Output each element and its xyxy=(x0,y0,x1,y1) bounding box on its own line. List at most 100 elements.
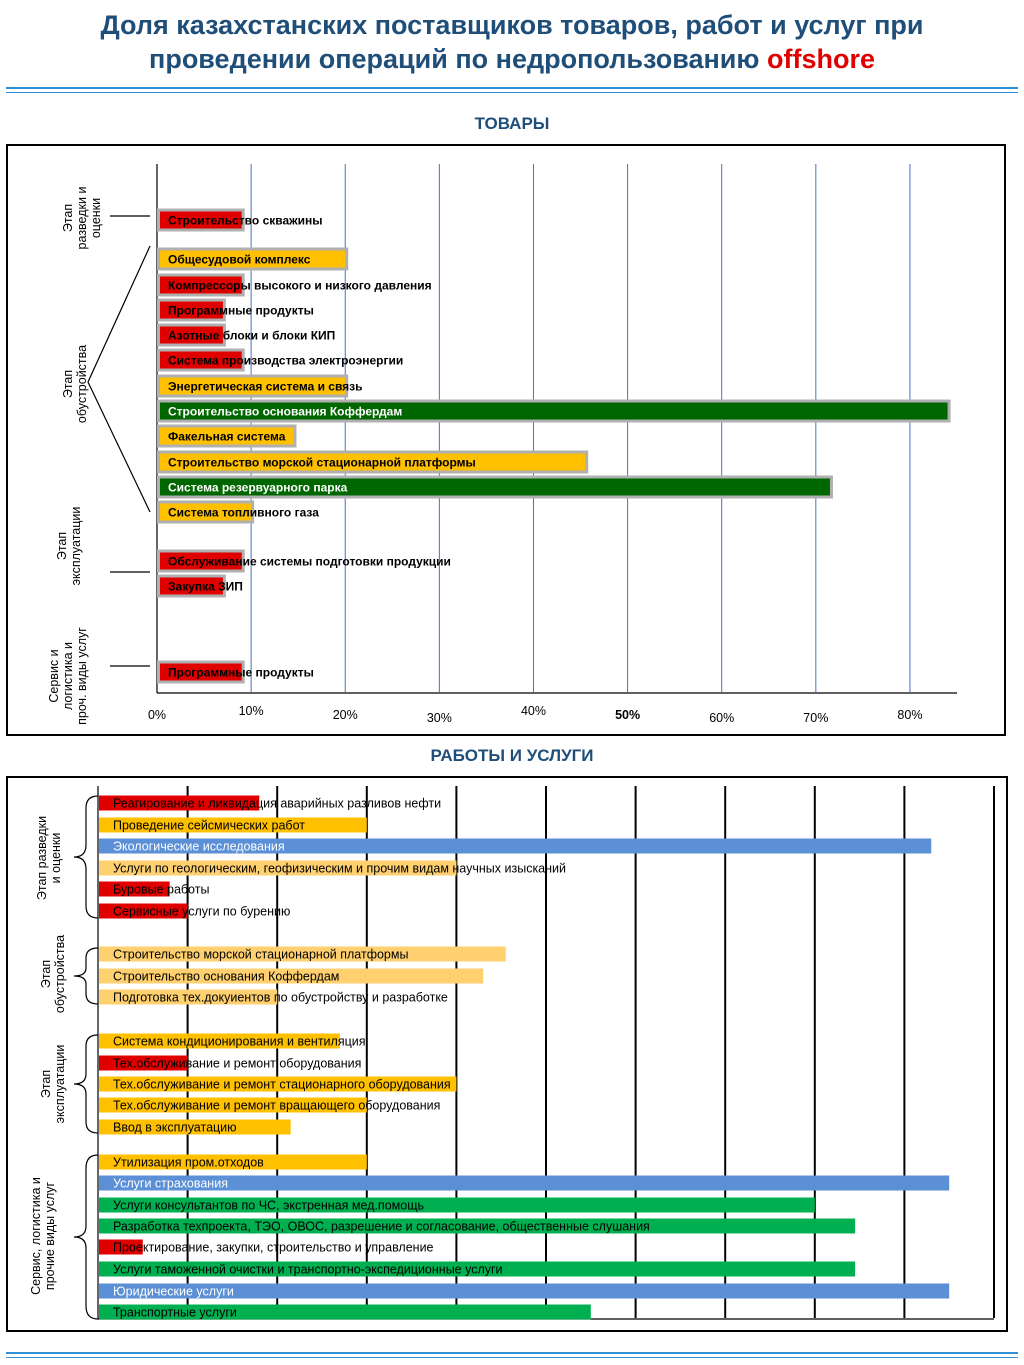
group-label-line: и оценки xyxy=(49,833,63,884)
bar xyxy=(99,946,506,962)
bar xyxy=(99,1175,950,1191)
bar-label: Энергетическая система и связь xyxy=(168,380,363,394)
header-rule-thin xyxy=(6,92,1018,93)
bar xyxy=(160,301,223,319)
bar-label: Реагирование и ликвидация аварийных разл… xyxy=(113,797,441,811)
bar xyxy=(160,427,294,445)
bar-label: Юридические услуги xyxy=(113,1285,234,1299)
x-tick-label: 50% xyxy=(615,708,640,722)
bar xyxy=(99,1097,367,1113)
bar-label: Услуги таможенной очистки и транспортно-… xyxy=(113,1263,503,1277)
group-label-line: логистика и xyxy=(61,642,75,710)
x-tick-label: 40% xyxy=(521,704,546,718)
bar-label: Буровые работы xyxy=(113,883,209,897)
group-bracket xyxy=(73,947,99,1005)
bar-label: Разработка техпроекта, ТЭО, ОВОС, разреш… xyxy=(113,1220,650,1234)
bar-label: Общесудовой комплекс xyxy=(168,253,311,267)
group-label-line: обустройства xyxy=(53,935,67,1013)
bar xyxy=(160,577,223,595)
bar-label: Ввод в эксплуатацию xyxy=(113,1121,237,1135)
bar-label: Тех.обслуживание и ремонт стационарного … xyxy=(113,1078,451,1092)
bar xyxy=(160,552,242,570)
title-line-1: Доля казахстанских поставщиков товаров, … xyxy=(100,10,924,40)
bar xyxy=(160,276,242,294)
bar-label: Утилизация пром.отходов xyxy=(113,1156,264,1170)
group-label: Этапобустройства xyxy=(61,345,89,423)
bar-label: Проектирование, закупки, строительство и… xyxy=(113,1241,434,1255)
group-label-line: Сервис, логистика и xyxy=(29,1177,43,1295)
bar xyxy=(160,503,252,521)
bar xyxy=(99,1283,950,1299)
bar xyxy=(99,881,170,897)
bar xyxy=(160,211,242,229)
x-tick-label: 10% xyxy=(239,704,264,718)
group-label-line: Этап xyxy=(61,370,75,398)
group-label-line: Этап xyxy=(55,532,69,560)
x-tick-label: 70% xyxy=(713,1329,738,1330)
group-bracket xyxy=(87,245,151,513)
bar-label: Тех.обслуживание и ремонт вращающего обо… xyxy=(113,1099,440,1113)
footer-rule-thin xyxy=(6,1357,1018,1358)
bar xyxy=(99,903,188,919)
group-label-line: эксплуатации xyxy=(69,507,83,586)
bar xyxy=(160,351,242,369)
x-tick-label: 30% xyxy=(354,1329,379,1330)
bar-label: Транспортные услуги xyxy=(113,1306,237,1320)
x-tick-label: 0% xyxy=(148,708,166,722)
group-label: Сервис илогистика ипроч. виды услуг xyxy=(47,627,89,725)
group-label-line: Этап xyxy=(39,1070,53,1098)
bar-label: Строительство скважины xyxy=(168,214,323,228)
bar-label: Система резервуарного парка xyxy=(168,481,348,495)
bar xyxy=(99,817,367,833)
bar-label: Тех.обслуживание и ремонт оборудования xyxy=(113,1057,361,1071)
group-label: Этап разведкии оценки xyxy=(35,816,63,900)
bar-label: Услуги страхования xyxy=(113,1177,228,1191)
page-title: Доля казахстанских поставщиков товаров, … xyxy=(0,8,1024,76)
bar-label: Проведение сейсмических работ xyxy=(113,819,305,833)
x-tick-label: 100% xyxy=(978,1329,1006,1330)
group-label-line: разведки и xyxy=(75,187,89,250)
bar xyxy=(99,989,278,1005)
bar xyxy=(99,1055,188,1071)
bar-label: Услуги по геологическим, геофизическим и… xyxy=(113,862,566,876)
bar-label: Программные продукты xyxy=(168,666,314,680)
bar xyxy=(99,1119,291,1135)
bar xyxy=(99,838,932,854)
group-label-line: проч. виды услуг xyxy=(75,627,89,725)
bar xyxy=(99,1076,457,1092)
bar xyxy=(99,795,260,811)
group-label-line: Сервис и xyxy=(47,649,61,702)
bar-label: Компрессоры высокого и низкого давления xyxy=(168,279,432,293)
bar xyxy=(99,1261,856,1277)
group-label-line: обустройства xyxy=(75,345,89,423)
works-chart-panel: 0%10%20%30%40%50%60%70%80%90%100%Реагиро… xyxy=(6,776,1008,1332)
bar xyxy=(160,453,586,471)
bar xyxy=(99,1033,340,1049)
x-tick-label: 0% xyxy=(89,1329,107,1330)
bar xyxy=(160,663,242,681)
header-rule-thick xyxy=(6,87,1018,89)
group-label: Этапразведки иоценки xyxy=(61,187,103,250)
bar xyxy=(99,1154,367,1170)
bar xyxy=(160,250,346,268)
bar-label: Сервисные услуги по бурению xyxy=(113,905,290,919)
bar-label: Строительство морской стационарной платф… xyxy=(113,948,408,962)
bar-label: Система топливного газа xyxy=(168,506,319,520)
group-bracket xyxy=(73,795,99,919)
x-tick-label: 10% xyxy=(175,1329,200,1330)
group-label: Этапэксплуатации xyxy=(55,507,83,586)
group-label-line: Этап xyxy=(61,204,75,232)
x-tick-label: 60% xyxy=(623,1329,648,1330)
bar-label: Строительство основания Коффердам xyxy=(168,405,402,419)
title-line-2-text: проведении операций по недропользованию xyxy=(149,44,760,74)
footer-rule-thick xyxy=(6,1352,1018,1354)
bar-label: Азотные блоки и блоки КИП xyxy=(168,329,335,343)
x-tick-label: 50% xyxy=(533,1329,558,1330)
x-tick-label: 20% xyxy=(265,1329,290,1330)
group-label-line: Этап разведки xyxy=(35,816,49,900)
group-label-line: прочие виды услуг xyxy=(43,1181,57,1290)
bar xyxy=(160,478,830,496)
bar xyxy=(160,402,948,420)
x-tick-label: 70% xyxy=(803,711,828,725)
title-accent: offshore xyxy=(766,44,875,74)
